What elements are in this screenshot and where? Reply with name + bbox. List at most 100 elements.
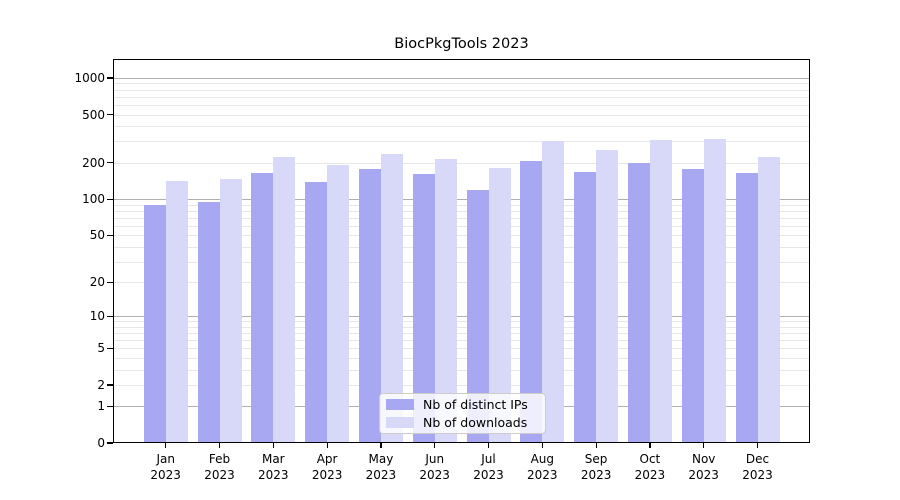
bar-downloads-dec (757, 156, 780, 443)
y-tick-label: 100 (82, 192, 105, 207)
bar-ips-nov (681, 168, 704, 443)
top-spine (113, 59, 810, 61)
x-tick-year: 2023 (150, 468, 181, 482)
gridline-minor (113, 225, 810, 227)
y-tick (107, 113, 113, 116)
x-axis (113, 441, 810, 443)
gridline-minor (113, 357, 810, 359)
gridline-minor (113, 96, 810, 98)
y-tick (107, 347, 113, 349)
gridline-minor (113, 261, 810, 263)
bar-downloads-jun (434, 159, 457, 443)
gridline-minor (113, 321, 810, 323)
x-tick-month: Mar (261, 452, 285, 466)
x-tick-year: 2023 (742, 468, 773, 482)
bar-ips-jan (143, 204, 166, 443)
legend-swatch (386, 417, 414, 428)
bar-ips-oct (627, 162, 650, 443)
x-tick (434, 443, 436, 448)
gridline-major (113, 199, 810, 201)
bar-ips-sep (574, 171, 597, 443)
x-tick-month: Aug (530, 452, 555, 466)
legend: Nb of distinct IPs Nb of downloads (379, 393, 546, 434)
x-tick-month: Jul (481, 452, 496, 466)
gridline-minor (113, 340, 810, 342)
y-tick-label: 10 (89, 309, 105, 324)
gridline-minor (113, 114, 810, 116)
gridline-major (113, 77, 810, 79)
x-tick-year: 2023 (473, 468, 504, 482)
y-tick-label: 20 (89, 275, 105, 290)
x-tick-month: Feb (208, 452, 231, 466)
x-tick-label: Mar 2023 (245, 451, 301, 483)
bar-downloads-mar (273, 156, 296, 443)
x-tick-year: 2023 (258, 468, 289, 482)
plot-area (113, 59, 810, 443)
bar-ips-jul (466, 189, 489, 443)
y-tick (107, 77, 113, 79)
x-tick-label: Nov 2023 (676, 451, 732, 483)
x-tick-label: Jan 2023 (138, 451, 194, 483)
x-tick (165, 443, 167, 448)
x-tick-year: 2023 (365, 468, 397, 482)
y-tick (107, 198, 113, 200)
bar-downloads-jul (488, 167, 511, 443)
x-tick-label: Jul 2023 (461, 451, 517, 483)
bar-downloads-nov (703, 138, 726, 443)
x-tick-label: Sep 2023 (568, 451, 624, 483)
bar-ips-feb (197, 201, 220, 443)
x-tick-label: Oct 2023 (622, 451, 678, 483)
y-tick-label: 50 (89, 228, 105, 243)
gridline-minor (113, 89, 810, 91)
x-tick-label: Feb 2023 (192, 451, 248, 483)
bar-downloads-apr (327, 164, 350, 443)
x-tick (487, 443, 490, 448)
gridline-minor (113, 326, 810, 328)
gridline-minor (113, 210, 810, 212)
x-tick-month: Nov (691, 452, 716, 466)
right-spine (808, 59, 810, 443)
y-tick (107, 442, 113, 444)
y-tick-label: 500 (82, 107, 105, 122)
x-tick-month: Jun (425, 452, 445, 466)
gridline-minor (113, 333, 810, 335)
bar-downloads-feb (219, 179, 242, 443)
x-tick-label: May 2023 (353, 451, 409, 483)
x-tick-year: 2023 (419, 468, 450, 482)
x-tick-year: 2023 (688, 468, 719, 482)
y-tick (107, 281, 113, 283)
gridline-major (113, 316, 810, 318)
bar-ips-dec (735, 173, 758, 443)
gridline-minor (113, 104, 810, 106)
bar-downloads-oct (649, 140, 672, 443)
x-tick-year: 2023 (634, 468, 666, 482)
x-tick-label: Apr 2023 (299, 451, 355, 483)
gridline-minor (113, 141, 810, 143)
y-tick-label: 0 (97, 436, 105, 450)
y-tick-label: 1000 (74, 70, 105, 85)
bar-ips-jun (412, 173, 435, 443)
gridline-minor (113, 384, 810, 386)
y-tick (107, 162, 113, 164)
gridline-minor (113, 246, 810, 248)
x-tick-year: 2023 (527, 468, 558, 482)
bar-ips-may (358, 169, 381, 443)
x-tick (380, 443, 382, 448)
x-tick-label: Dec 2023 (730, 451, 786, 483)
chart-title: BiocPkgTools 2023 (394, 36, 529, 52)
y-tick (107, 384, 113, 386)
gridline-minor (113, 126, 810, 128)
legend-label: Nb of downloads (423, 415, 528, 430)
gridline-minor (113, 217, 810, 219)
gridline-minor (113, 204, 810, 206)
x-tick-month: Apr (316, 452, 338, 466)
x-tick (272, 443, 274, 448)
x-tick-year: 2023 (580, 468, 612, 482)
legend-item: Nb of distinct IPs (386, 397, 539, 412)
bar-ips-apr (305, 182, 328, 443)
gridline-minor (113, 282, 810, 284)
legend-item: Nb of downloads (386, 415, 539, 430)
x-tick-month: Jan (156, 452, 175, 466)
x-tick-month: Oct (639, 452, 661, 466)
